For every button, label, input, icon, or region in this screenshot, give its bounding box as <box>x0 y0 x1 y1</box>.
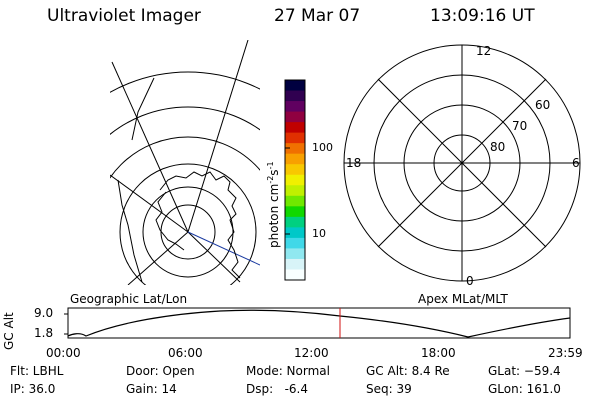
header-date: 27 Mar 07 <box>274 6 361 26</box>
colorbar-segment <box>285 153 305 165</box>
colorbar-segment <box>285 258 305 270</box>
polar-label-0: 0 <box>466 274 474 288</box>
colorbar-segment <box>285 174 305 186</box>
geographic-label: Geographic Lat/Lon <box>70 292 188 306</box>
polar-label-6: 6 <box>572 156 580 170</box>
colorbar-segment <box>285 237 305 249</box>
polar-label-12: 12 <box>476 44 492 58</box>
status-gc-alt: GC Alt: 8.4 Re <box>366 364 450 378</box>
status-gain: Gain: 14 <box>126 382 177 396</box>
polar-map <box>343 44 581 282</box>
orbit-altitude-curve <box>67 309 571 338</box>
geo-limb-edge <box>117 179 143 283</box>
colorbar-segment <box>285 227 305 239</box>
status-glon: GLon: 161.0 <box>488 382 561 396</box>
colorbar-label-100: 100 <box>312 141 333 154</box>
geo-lat-circle-6 <box>110 71 260 93</box>
polar-label-18: 18 <box>346 156 362 170</box>
colorbar <box>285 80 305 281</box>
colorbar-segment <box>285 143 305 155</box>
geo-sun-line <box>187 231 260 266</box>
colorbar-segment <box>285 164 305 176</box>
colorbar-segment <box>285 185 305 197</box>
colorbar-segment <box>285 90 305 102</box>
status-seq: Seq: 39 <box>366 382 412 396</box>
polar-lat-70: 70 <box>512 119 528 133</box>
status-mode: Mode: Normal <box>246 364 330 378</box>
geo-meridian-2 <box>187 40 249 233</box>
geo-lat-circle-4 <box>110 136 260 179</box>
status-door: Door: Open <box>126 364 195 378</box>
timeline-xtick-2: 12:00 <box>294 346 329 360</box>
timeline-xtick-0: 00:00 <box>46 346 81 360</box>
geo-meridian-3 <box>110 174 189 233</box>
header-time: 13:09:16 UT <box>430 6 535 26</box>
colorbar-segment <box>285 132 305 144</box>
timeline-xtick-1: 06:00 <box>168 346 203 360</box>
geo-lat-circle-5 <box>110 106 260 136</box>
colorbar-frame <box>284 79 306 281</box>
colorbar-label-10: 10 <box>312 227 326 240</box>
status-glat: GLat: −59.4 <box>488 364 561 378</box>
polar-lat-80: 80 <box>490 140 506 154</box>
geo-coastline-2 <box>131 77 155 141</box>
timeline-ytick-label-1: 1.8 <box>34 326 54 340</box>
colorbar-unit-label: photon cm-2s-1 <box>266 161 281 248</box>
status-dsp: Dsp: -6.4 <box>246 382 309 396</box>
status-ip: IP: 36.0 <box>10 382 56 396</box>
colorbar-segment <box>285 111 305 123</box>
colorbar-segment <box>285 206 305 218</box>
timeline-ylabel: GC Alt <box>2 312 16 350</box>
geo-coastline <box>155 171 241 279</box>
timeline-frame <box>67 307 571 339</box>
apex-label: Apex MLat/MLT <box>418 292 508 306</box>
colorbar-segment <box>285 80 305 92</box>
geographic-map <box>110 40 260 285</box>
polar-diagonal-2 <box>377 78 547 248</box>
colorbar-segment <box>285 216 305 228</box>
colorbar-segment <box>285 248 305 260</box>
geo-meridian-4 <box>127 231 189 285</box>
geo-meridian-1 <box>111 61 189 233</box>
timeline-ytick-label-9: 9.0 <box>34 306 54 320</box>
polar-lat-60: 60 <box>535 98 551 112</box>
geo-lat-circle-3 <box>119 163 257 285</box>
geo-lat-circle-2 <box>142 186 234 278</box>
instrument-title: Ultraviolet Imager <box>47 6 201 26</box>
colorbar-segment <box>285 101 305 113</box>
status-filter: Flt: LBHL <box>10 364 64 378</box>
timeline-xtick-3: 18:00 <box>421 346 456 360</box>
timeline-xtick-4: 23:59 <box>548 346 583 360</box>
colorbar-segment <box>285 269 305 281</box>
colorbar-segment <box>285 195 305 207</box>
geo-meridian-5 <box>187 231 241 283</box>
colorbar-segment <box>285 122 305 134</box>
